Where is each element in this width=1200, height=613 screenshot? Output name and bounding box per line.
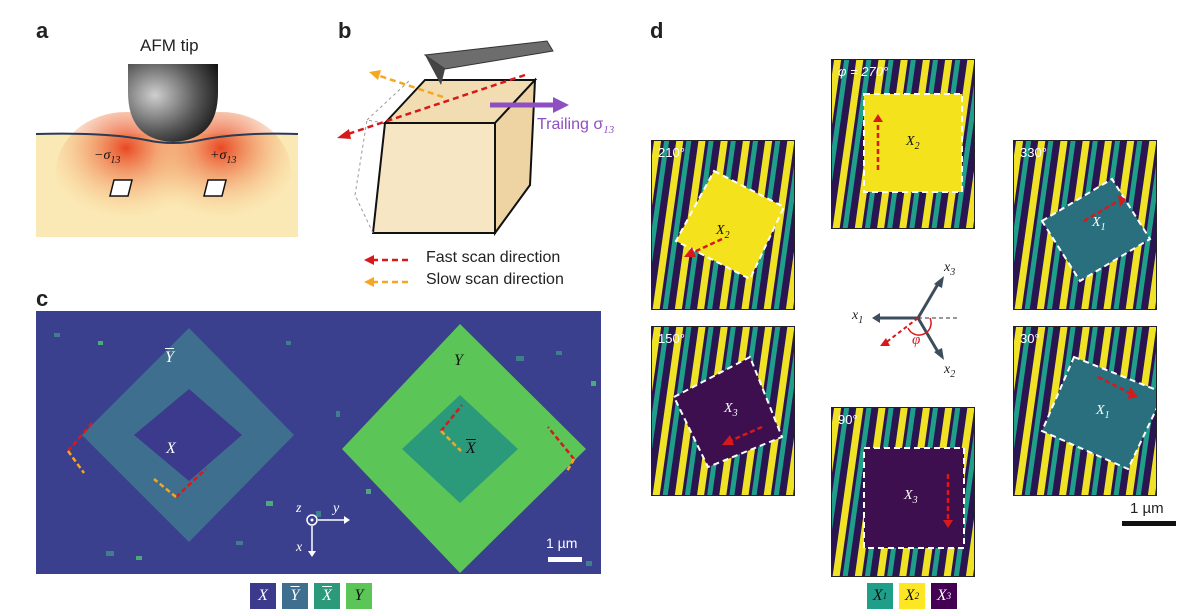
- afm-tip-label: AFM tip: [140, 36, 199, 55]
- tile-30: 30° X1: [1013, 326, 1157, 496]
- tile-30-angle: 30°: [1020, 331, 1040, 346]
- tile-90-angle: 90°: [838, 412, 858, 427]
- axis-x2-label: x2: [944, 362, 956, 380]
- axis-x1-label: x1: [852, 308, 864, 326]
- panel-b-label: b: [338, 18, 352, 43]
- tile-150-angle: 150°: [658, 331, 685, 346]
- legend-c-xbar: X: [314, 583, 340, 609]
- tile-210-angle: 210°: [658, 145, 685, 160]
- trailing-stress-label: Trailing σ13: [537, 116, 615, 137]
- tile-90-variant: X3: [904, 488, 918, 506]
- panel-c-label: c: [36, 286, 49, 311]
- axis-x-label: x: [296, 540, 303, 555]
- tile-30-variant: X1: [1096, 403, 1110, 421]
- afm-tip-shape: [128, 64, 218, 142]
- left-stress-label: −σ13: [94, 148, 121, 166]
- legend-c: X Y X Y: [250, 583, 372, 609]
- domain-map-image: [36, 311, 601, 574]
- x-label: X: [166, 440, 176, 457]
- x-domain: [134, 389, 242, 481]
- axis-x3-label: x3: [944, 260, 956, 278]
- legend-c-ybar: Y: [282, 583, 308, 609]
- tile-210: 210° X2: [651, 140, 795, 310]
- y-label: Y: [454, 352, 463, 369]
- right-stress-label: +σ13: [210, 148, 237, 166]
- scale-label-d: 1 µm: [1130, 500, 1164, 517]
- tile-150: 150° X3: [651, 326, 795, 496]
- coordinate-axes: [872, 276, 960, 360]
- tile-270-angle: φ = 270°: [838, 64, 889, 79]
- ybar-label: Y: [165, 349, 174, 366]
- tile-270-variant: X2: [906, 134, 920, 152]
- tile-150-variant: X3: [724, 401, 738, 419]
- panel-d-label: d: [650, 18, 664, 43]
- tile-330-angle: 330°: [1020, 145, 1047, 160]
- slow-scan-label: Slow scan direction: [426, 271, 564, 288]
- panel-a-label: a: [36, 18, 49, 43]
- tile-270: φ = 270° X2: [831, 59, 975, 229]
- scan-geometry-diagram: [337, 40, 569, 237]
- axis-z-label: z: [296, 501, 302, 516]
- phi-label: φ: [912, 332, 921, 348]
- afm-tip-diagram: [36, 64, 298, 237]
- tile-330: 330° X1: [1013, 140, 1157, 310]
- scale-label-c: 1 µm: [546, 535, 578, 551]
- fast-scan-label: Fast scan direction: [426, 249, 561, 266]
- axis-y-label: y: [333, 501, 340, 516]
- tile-210-variant: X2: [716, 223, 730, 241]
- tile-90: 90° X3: [831, 407, 975, 577]
- scale-bar-d: [1122, 521, 1176, 526]
- scan-legend-arrows: [364, 255, 408, 287]
- tile-330-variant: X1: [1092, 215, 1106, 233]
- legend-c-x: X: [250, 583, 276, 609]
- scale-bar-c: [548, 557, 582, 562]
- legend-c-y: Y: [346, 583, 372, 609]
- xbar-label: X: [466, 440, 476, 457]
